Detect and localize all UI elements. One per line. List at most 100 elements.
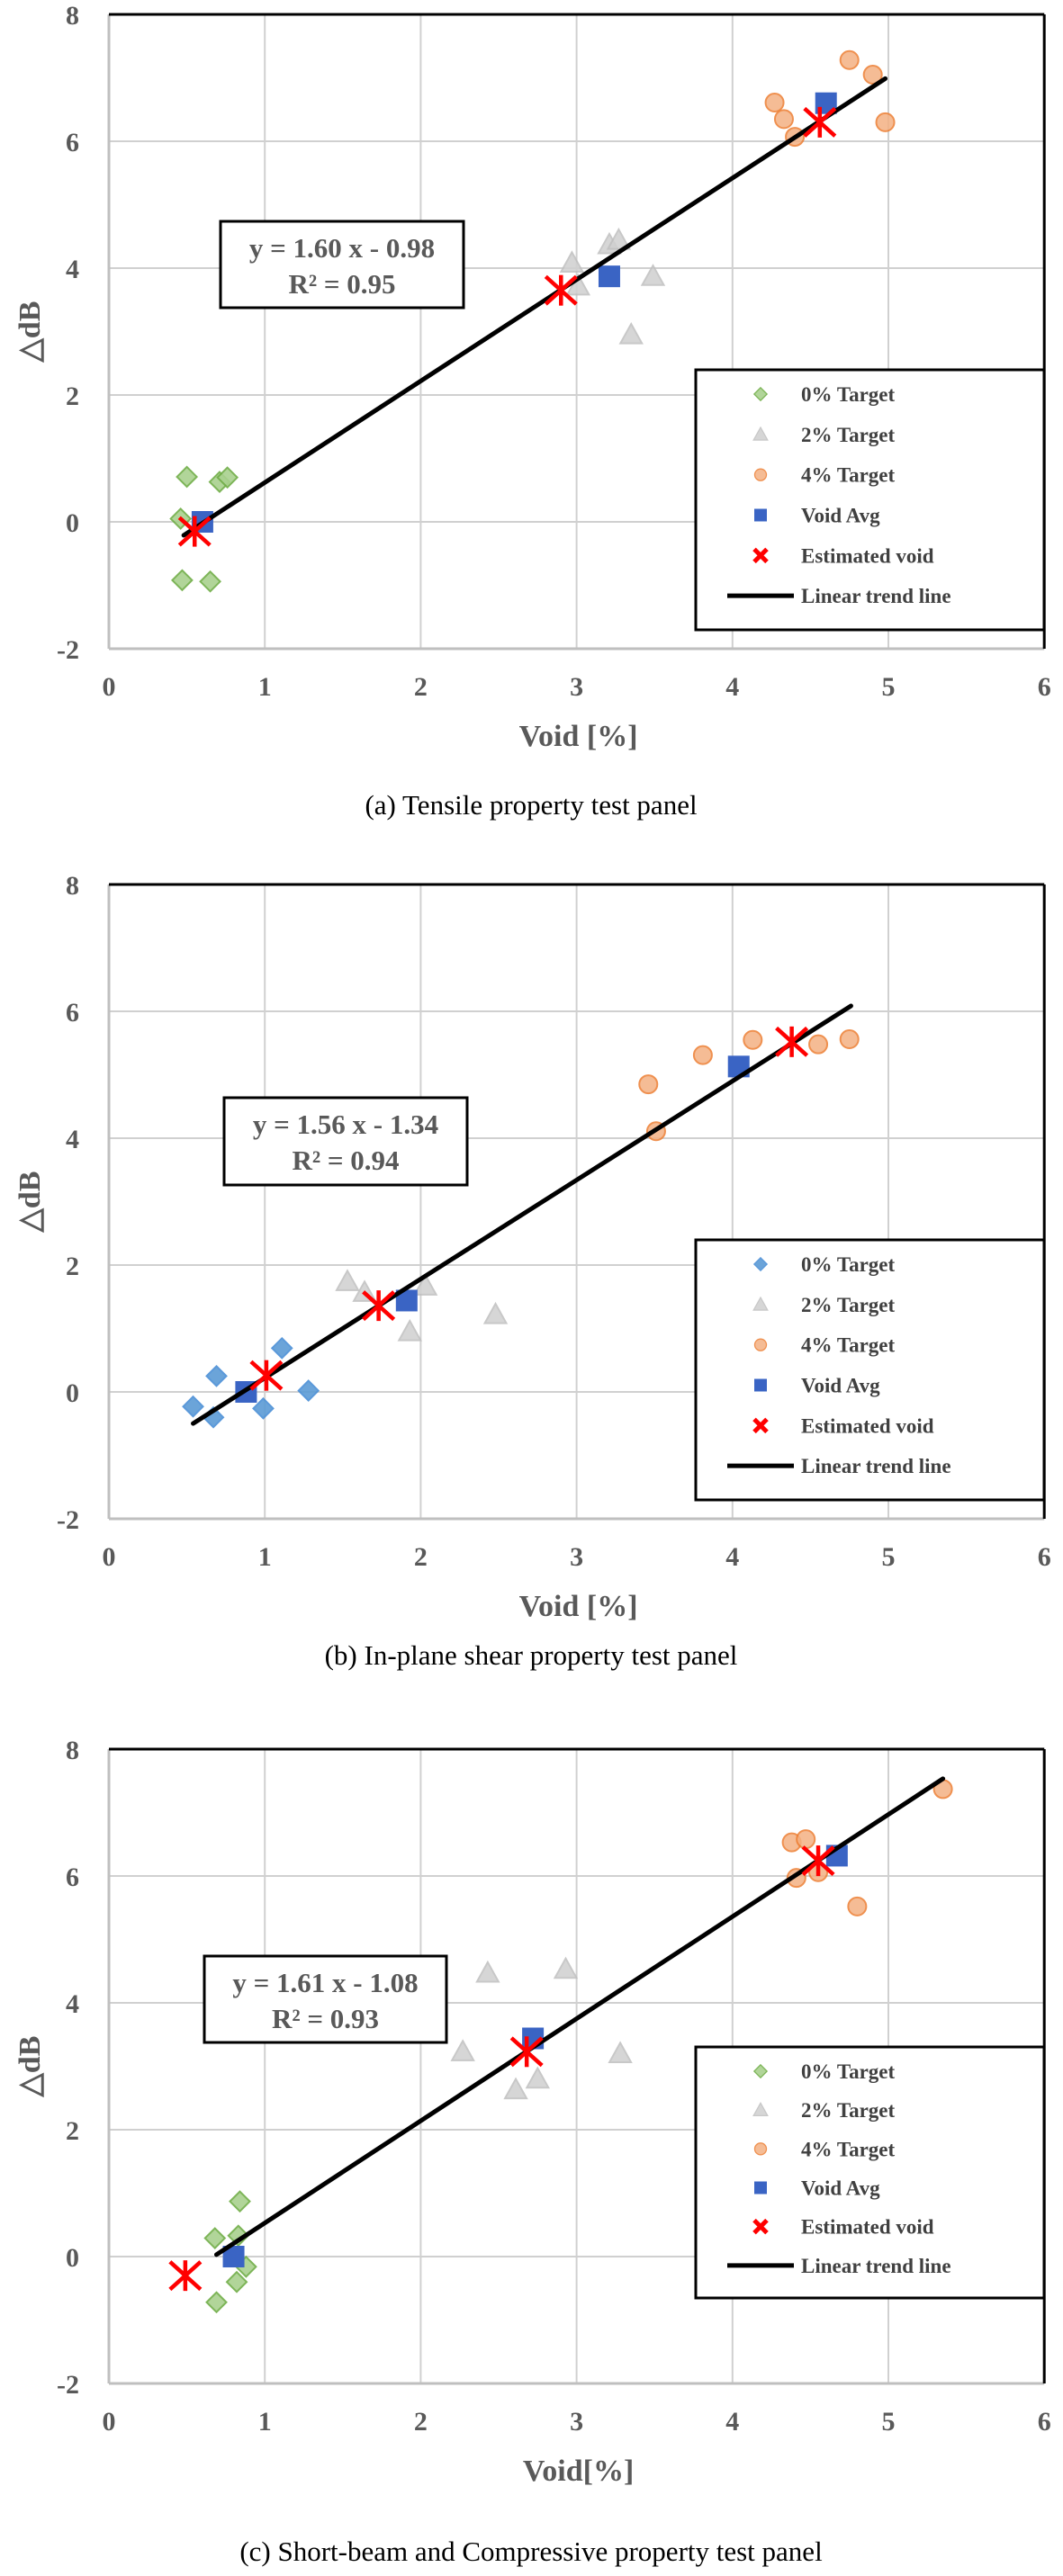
- x-tick-label: 1: [258, 2407, 272, 2437]
- legend-box: [694, 1238, 1046, 1502]
- data-point: [216, 466, 239, 489]
- legend-circle-icon: [753, 468, 768, 481]
- equation-box: [222, 1096, 469, 1187]
- series-2-target: [450, 1956, 633, 2100]
- legend-square-icon: [754, 2181, 767, 2195]
- trend-line: [181, 76, 888, 538]
- data-point: [525, 2066, 550, 2089]
- legend-item: 0% Target: [752, 2060, 895, 2083]
- trend-line: [191, 1003, 853, 1426]
- legend-label: Void Avg: [801, 2177, 880, 2200]
- legend-label: Void Avg: [801, 1375, 880, 1397]
- legend-label: Estimated void: [801, 544, 934, 567]
- legend-diamond-icon: [752, 2063, 769, 2079]
- equation-box: [219, 220, 465, 310]
- data-point: [640, 264, 666, 286]
- data-point: [176, 465, 199, 489]
- series-0-target: [203, 2190, 257, 2314]
- legend-item: 2% Target: [752, 424, 895, 446]
- legend-diamond-icon: [752, 386, 769, 402]
- legend-item: 2% Target: [752, 2099, 895, 2122]
- legend-triangle-icon: [752, 2102, 769, 2117]
- legend-marker: [753, 1338, 768, 1351]
- legend-item: 0% Target: [752, 383, 895, 406]
- figure-caption: (c) Short-beam and Compressive property …: [239, 2536, 822, 2567]
- data-point: [225, 2270, 248, 2293]
- legend-label: Linear trend line: [801, 2255, 951, 2277]
- data-point: [801, 1845, 835, 1877]
- series-estimated-void: [168, 1845, 835, 2292]
- legend-box: [694, 2045, 1046, 2300]
- legend-circle-icon: [753, 1338, 768, 1351]
- cross-stroke: [752, 2218, 769, 2235]
- chart-panel-2: 0 1 2 3 4 5 6 -2 0 2 4 6 8 Void[%] △dB y = 1.61 x - 1.0…: [14, 1736, 1051, 2567]
- legend-item: Linear trend line: [727, 585, 951, 607]
- x-tick-label: 2: [414, 2407, 428, 2437]
- cross-stroke: [752, 1417, 769, 1434]
- legend-triangle-icon: [752, 426, 769, 441]
- data-point: [203, 2227, 227, 2249]
- legend-diamond-icon: [752, 1256, 769, 1272]
- legend: 0% Target 2% Target 4% Target Void Avg Estim…: [694, 2045, 1046, 2300]
- data-point: [205, 1364, 228, 1387]
- data-point: [482, 1301, 509, 1324]
- legend-item: 0% Target: [752, 1253, 895, 1276]
- legend-label: 4% Target: [801, 464, 895, 487]
- legend-cross-icon: [752, 547, 769, 564]
- legend-marker: [752, 1296, 769, 1311]
- y-tick-label: 2: [66, 2116, 79, 2146]
- data-point: [559, 250, 585, 273]
- data-point: [297, 1379, 320, 1403]
- legend-circle-icon: [753, 2142, 768, 2156]
- y-tick-label: 2: [66, 381, 79, 411]
- x-tick-label: 5: [882, 1542, 896, 1572]
- data-point: [803, 106, 837, 138]
- legend-label: 2% Target: [801, 424, 895, 446]
- series-estimated-void: [249, 1026, 809, 1391]
- x-axis-label: Void [%]: [519, 1590, 638, 1623]
- legend-label: 4% Target: [801, 1334, 895, 1357]
- y-tick-label: 8: [66, 871, 79, 901]
- regression-equation: y = 1.61 x - 1.08: [232, 1967, 418, 1998]
- data-point: [796, 1829, 816, 1850]
- legend-square-icon: [754, 1378, 767, 1392]
- series-4-target: [638, 1029, 860, 1142]
- legend-triangle-icon: [752, 1296, 769, 1311]
- data-point: [743, 1029, 763, 1050]
- data-point: [168, 2260, 203, 2292]
- data-point: [875, 112, 896, 132]
- data-point: [553, 1956, 579, 1979]
- data-point: [205, 2291, 228, 2314]
- y-tick-label: 0: [66, 1378, 79, 1408]
- y-axis-label: △dB: [14, 1171, 47, 1234]
- legend-item: Void Avg: [754, 1375, 880, 1397]
- x-tick-label: 5: [882, 2407, 896, 2437]
- y-tick-label: -2: [57, 1505, 79, 1535]
- data-point: [808, 1034, 829, 1055]
- data-point: [862, 64, 883, 85]
- data-point: [606, 227, 632, 250]
- x-tick-label: 4: [725, 1542, 739, 1572]
- legend-item: Estimated void: [752, 1414, 934, 1437]
- data-point: [362, 1290, 396, 1322]
- legend-item: 4% Target: [753, 1334, 895, 1357]
- legend-marker: [752, 426, 769, 441]
- regression-equation: y = 1.60 x - 0.98: [249, 232, 435, 264]
- legend-box: [694, 368, 1046, 632]
- data-point: [565, 273, 591, 296]
- x-tick-label: 1: [258, 672, 272, 702]
- legend: 0% Target 2% Target 4% Target Void Avg Estim…: [694, 368, 1046, 632]
- data-point: [335, 1269, 360, 1291]
- y-tick-label: 2: [66, 1252, 79, 1281]
- data-point: [252, 1396, 275, 1420]
- x-tick-label: 6: [1038, 2407, 1051, 2437]
- legend-label: 0% Target: [801, 1253, 895, 1276]
- data-point: [618, 321, 644, 345]
- data-point: [475, 1960, 500, 1983]
- series-0-target: [169, 465, 239, 593]
- legend-item: Void Avg: [754, 2177, 880, 2200]
- series-0-target: [182, 1336, 320, 1429]
- data-point: [544, 274, 578, 306]
- data-point: [227, 2224, 250, 2248]
